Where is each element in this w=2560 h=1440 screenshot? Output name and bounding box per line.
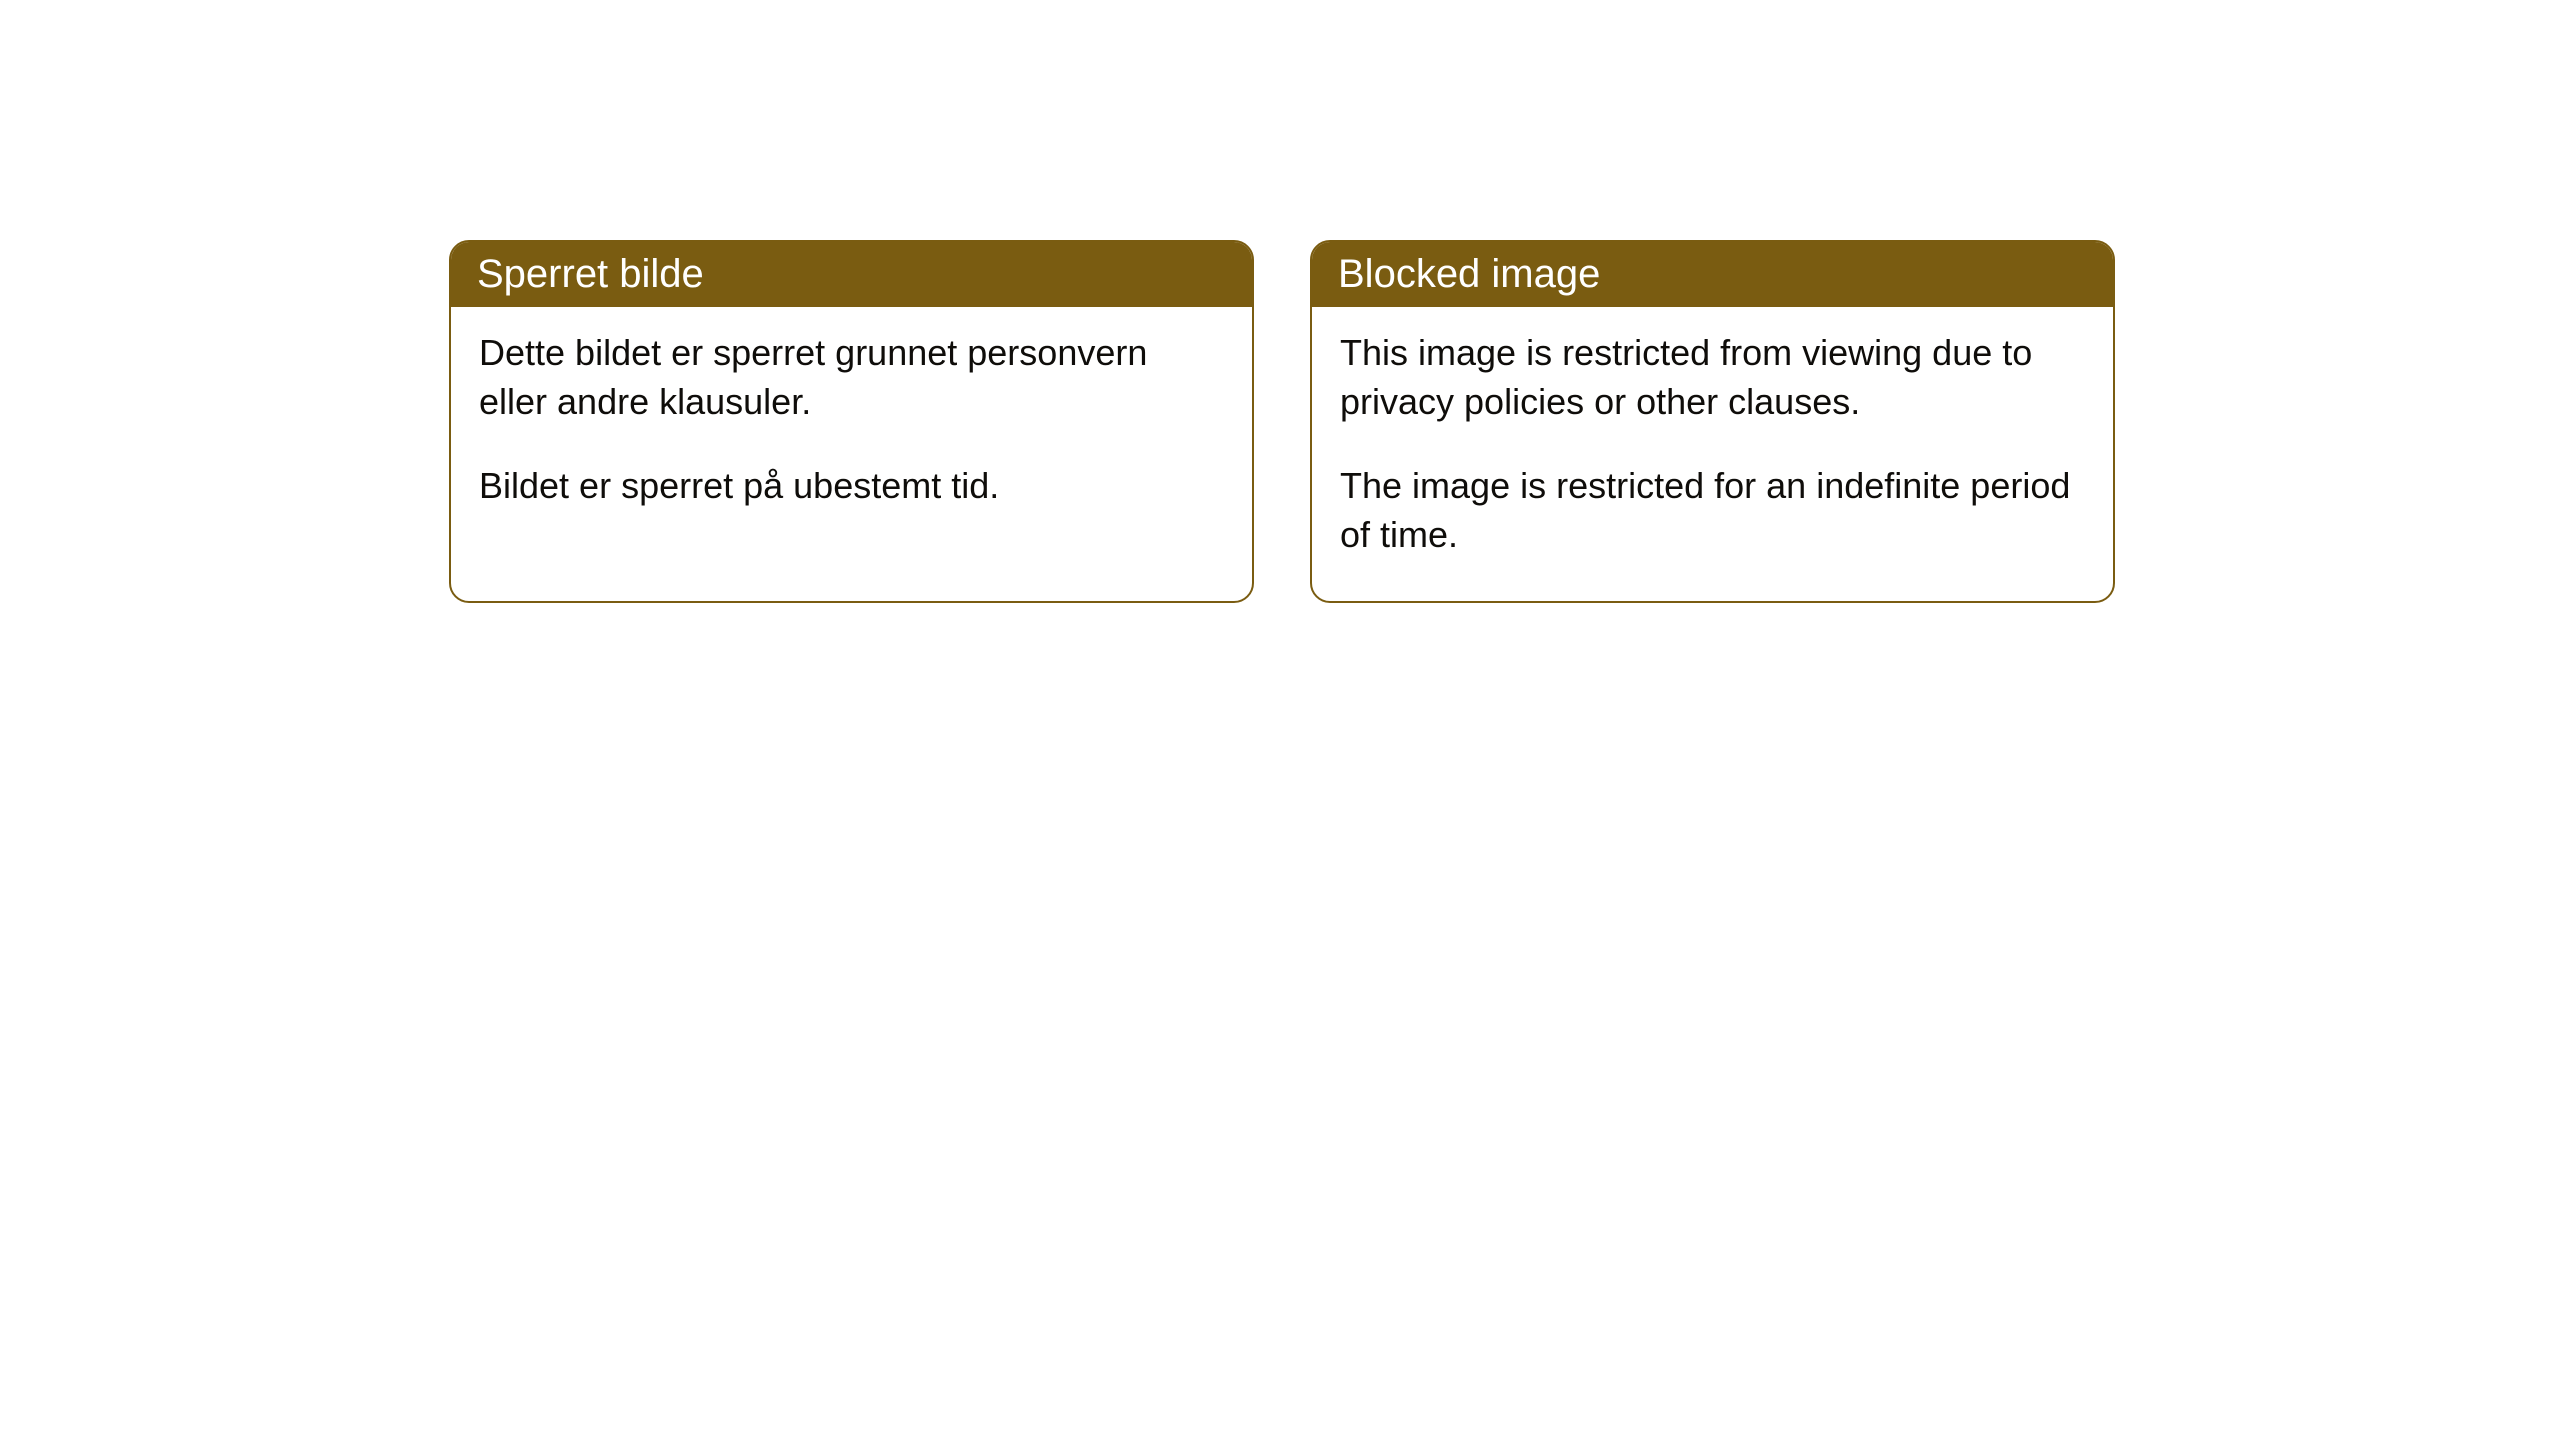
- card-body: Dette bildet er sperret grunnet personve…: [451, 307, 1252, 553]
- blocked-image-card-norwegian: Sperret bilde Dette bildet er sperret gr…: [449, 240, 1254, 603]
- card-paragraph: The image is restricted for an indefinit…: [1340, 462, 2085, 559]
- blocked-image-card-english: Blocked image This image is restricted f…: [1310, 240, 2115, 603]
- card-body: This image is restricted from viewing du…: [1312, 307, 2113, 601]
- card-title: Sperret bilde: [451, 242, 1252, 307]
- card-paragraph: Bildet er sperret på ubestemt tid.: [479, 462, 1224, 511]
- notice-cards-container: Sperret bilde Dette bildet er sperret gr…: [0, 0, 2560, 603]
- card-title: Blocked image: [1312, 242, 2113, 307]
- card-paragraph: This image is restricted from viewing du…: [1340, 329, 2085, 426]
- card-paragraph: Dette bildet er sperret grunnet personve…: [479, 329, 1224, 426]
